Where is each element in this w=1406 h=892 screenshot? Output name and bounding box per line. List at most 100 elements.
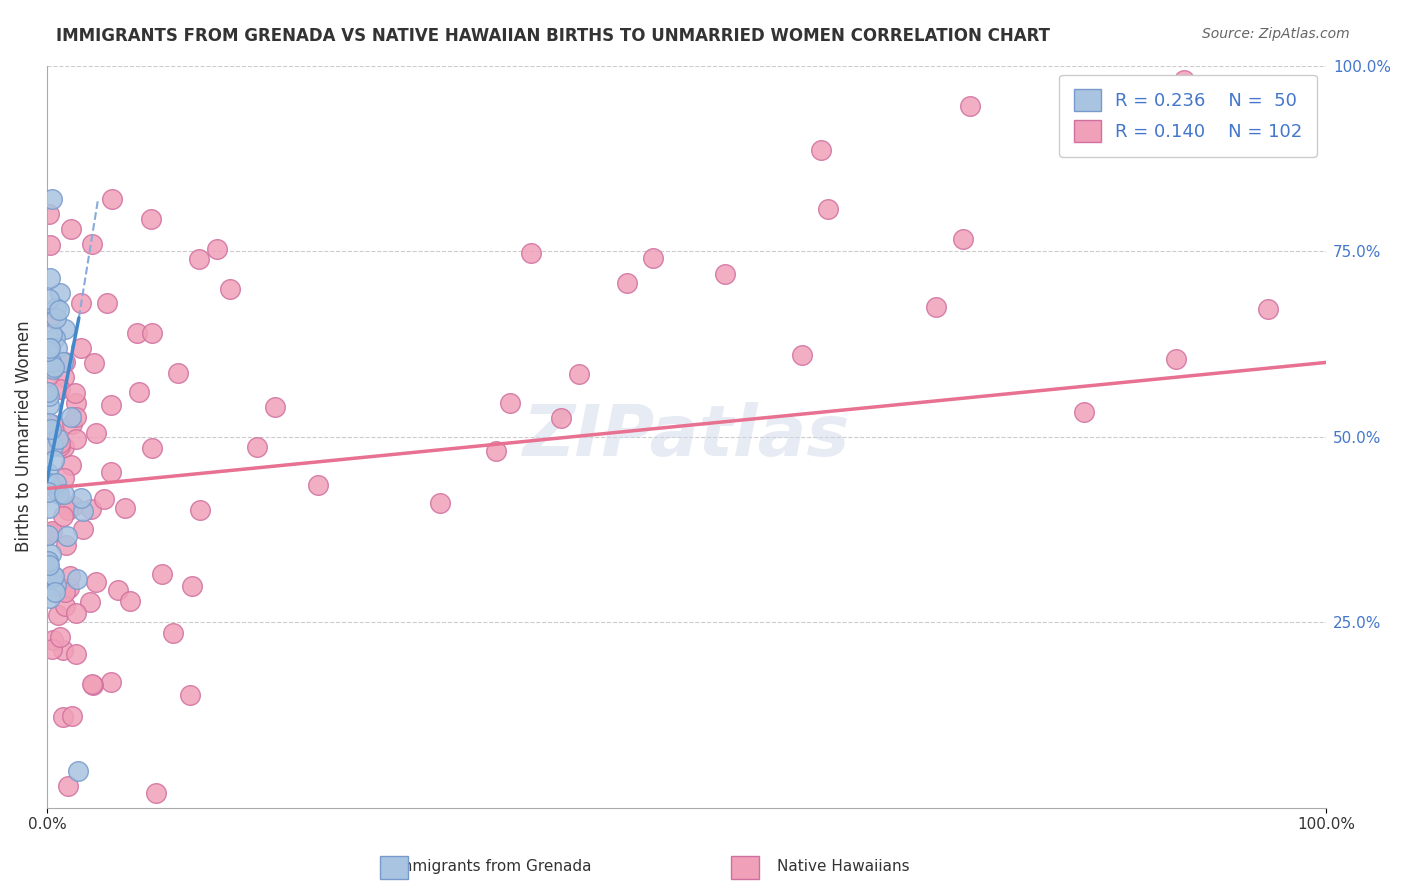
Point: [150, 567, 173, 582]
Point: [60, 458, 83, 472]
Point: [714, 267, 737, 281]
Text: ZIPatlas: ZIPatlas: [523, 402, 851, 471]
Point: [80, 502, 103, 516]
Point: [82, 678, 104, 692]
Point: [37, 557, 59, 571]
Point: [45, 475, 67, 490]
Point: [100, 674, 122, 689]
Point: [60, 708, 83, 723]
Point: [65, 606, 87, 620]
Point: [790, 348, 813, 362]
Point: [41, 642, 63, 657]
Point: [65, 647, 87, 661]
Point: [1164, 352, 1187, 367]
Point: [180, 579, 202, 593]
Point: [107, 582, 129, 597]
Point: [65, 432, 87, 446]
Point: [38, 207, 60, 221]
Point: [70, 491, 93, 506]
Point: [45, 341, 67, 355]
Point: [39, 547, 62, 561]
Point: [39, 341, 62, 355]
Point: [46, 607, 69, 622]
Point: [44, 331, 66, 345]
Point: [93, 492, 115, 507]
Point: [96, 295, 118, 310]
Point: [520, 245, 543, 260]
Point: [100, 192, 122, 206]
Point: [44, 580, 66, 594]
Point: [72, 504, 94, 518]
Point: [45, 483, 67, 498]
Text: Source: ZipAtlas.com: Source: ZipAtlas.com: [1202, 27, 1350, 41]
Point: [44, 584, 66, 599]
Text: Native Hawaiians: Native Hawaiians: [778, 859, 910, 874]
Point: [84, 426, 107, 441]
Point: [125, 326, 148, 340]
Point: [162, 626, 184, 640]
Point: [82, 236, 104, 251]
Point: [38, 525, 60, 540]
Point: [141, 441, 163, 455]
Point: [37, 368, 59, 383]
Point: [37, 564, 59, 578]
Point: [49, 286, 72, 301]
Point: [1257, 302, 1279, 317]
Point: [39, 422, 62, 436]
Point: [817, 202, 839, 216]
Point: [1073, 405, 1095, 419]
Point: [56, 779, 79, 793]
Point: [37, 344, 59, 359]
Point: [56, 529, 79, 543]
Point: [80, 677, 103, 691]
Point: [205, 242, 228, 256]
Point: [1173, 73, 1195, 87]
Point: [924, 301, 946, 315]
Point: [65, 395, 87, 409]
Point: [55, 538, 77, 552]
Point: [167, 366, 190, 380]
Point: [550, 411, 572, 425]
Point: [128, 385, 150, 400]
Point: [37, 484, 59, 499]
Point: [79, 595, 101, 609]
Point: [66, 572, 89, 586]
Point: [499, 395, 522, 409]
Point: [41, 524, 63, 538]
Point: [49, 382, 72, 396]
Point: [52, 643, 75, 657]
Point: [60, 409, 83, 424]
Point: [60, 222, 83, 236]
Point: [37, 566, 59, 581]
Point: [52, 509, 75, 524]
Point: [39, 270, 62, 285]
Point: [39, 237, 62, 252]
Point: [37, 554, 59, 568]
Point: [188, 252, 211, 266]
Point: [53, 355, 76, 369]
Point: [307, 478, 329, 492]
Point: [38, 398, 60, 412]
Point: [179, 688, 201, 702]
Point: [65, 410, 87, 425]
Point: [44, 453, 66, 467]
Point: [952, 232, 974, 246]
Point: [48, 436, 70, 450]
Point: [38, 416, 60, 430]
Point: [52, 486, 75, 500]
Point: [83, 356, 105, 370]
Point: [49, 438, 72, 452]
Point: [100, 465, 122, 479]
Point: [44, 418, 66, 433]
Point: [53, 440, 76, 454]
Point: [55, 599, 77, 613]
Point: [38, 292, 60, 306]
Point: [45, 578, 67, 592]
Point: [42, 359, 65, 374]
Point: [45, 301, 67, 315]
Point: [41, 326, 63, 341]
Point: [63, 385, 86, 400]
Point: [42, 362, 65, 376]
Point: [959, 99, 981, 113]
Point: [59, 569, 82, 583]
